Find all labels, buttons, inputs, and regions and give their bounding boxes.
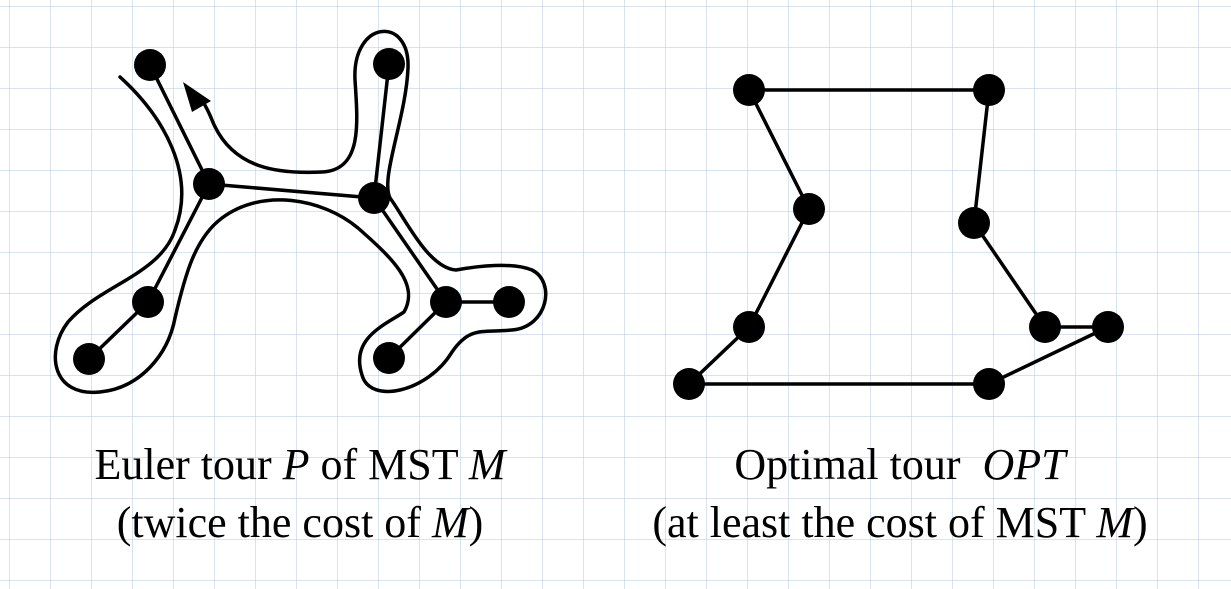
caption-text: ) <box>1133 498 1148 547</box>
caption-symbol-m: M <box>468 440 506 489</box>
mst-edge-a-b <box>148 63 211 186</box>
optimal-tour-edges <box>687 88 1110 386</box>
mst-vertices <box>73 48 525 375</box>
caption-symbol-opt: OPT <box>982 440 1066 489</box>
euler-tour-outline <box>53 29 548 394</box>
opt-vertex-p7 <box>1092 311 1124 343</box>
direction-arrow-icon <box>183 82 211 112</box>
mst-vertex-d <box>73 343 105 375</box>
caption-text: ) <box>468 498 484 547</box>
optimal-tour-caption: Optimal tour OPT (at least the cost of M… <box>600 436 1200 552</box>
mst-edge-f-g <box>372 196 448 304</box>
mst-vertex-h <box>493 286 525 318</box>
mst-edge-b-f <box>207 182 376 200</box>
opt-edge-p3-p1 <box>747 88 811 211</box>
mst-vertex-c <box>132 286 164 318</box>
caption-text: of MST <box>309 440 469 489</box>
euler-tour-caption-line2: (twice the cost of M) <box>40 494 560 552</box>
caption-text: Euler tour <box>94 440 283 489</box>
opt-vertex-p3 <box>793 193 825 225</box>
caption-symbol-m: M <box>431 498 469 547</box>
opt-edge-p2-p4 <box>972 88 991 225</box>
opt-vertex-p8 <box>673 368 705 400</box>
caption-text: Optimal tour <box>734 440 983 489</box>
mst-vertex-a <box>134 49 166 81</box>
opt-vertex-p5 <box>733 311 765 343</box>
mst-vertex-b <box>193 168 225 200</box>
opt-vertex-p9 <box>973 368 1005 400</box>
opt-edge-p7-p9 <box>987 325 1110 386</box>
mst-vertex-g <box>430 286 462 318</box>
opt-vertex-p2 <box>973 74 1005 106</box>
caption-text: (twice the cost of <box>116 498 432 547</box>
mst-edge-b-c <box>146 182 211 304</box>
opt-vertex-p1 <box>733 74 765 106</box>
mst-edge-f-e <box>372 62 391 200</box>
opt-edge-p5-p3 <box>747 207 811 329</box>
caption-symbol-p: P <box>282 440 310 489</box>
opt-edge-p4-p6 <box>972 221 1047 329</box>
mst-vertex-f <box>358 182 390 214</box>
caption-symbol-m: M <box>1096 498 1133 547</box>
optimal-tour-caption-line2: (at least the cost of MST M) <box>600 494 1200 552</box>
mst-vertex-e <box>373 48 405 80</box>
optimal-tour-vertices <box>673 74 1124 400</box>
opt-vertex-p6 <box>1029 311 1061 343</box>
mst-vertex-i <box>373 342 405 374</box>
optimal-tour-caption-line1: Optimal tour OPT <box>600 436 1200 494</box>
euler-tour-caption-line1: Euler tour P of MST M <box>40 436 560 494</box>
opt-vertex-p4 <box>958 207 990 239</box>
caption-text: (at least the cost of MST <box>652 498 1097 547</box>
euler-tour-caption: Euler tour P of MST M (twice the cost of… <box>40 436 560 552</box>
